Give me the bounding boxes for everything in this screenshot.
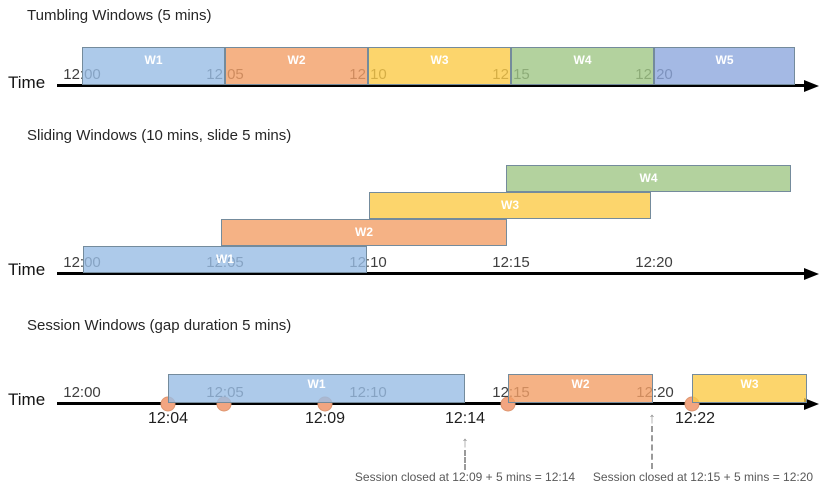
tumbling-window-label-W4: W4 — [573, 53, 592, 67]
tumbling-section-title: Tumbling Windows (5 mins) — [27, 7, 212, 24]
sliding-timeline-arrowhead-icon — [804, 268, 819, 280]
tumbling-window-W3 — [368, 47, 511, 85]
session-below-label-12:04: 12:04 — [147, 410, 189, 427]
session-below-label-12:22: 12:22 — [674, 410, 716, 427]
sliding-window-label-W4: W4 — [639, 171, 658, 185]
sliding-window-W2 — [221, 219, 507, 246]
session-tick-12:00: 12:00 — [63, 384, 101, 401]
session-timeline — [57, 402, 806, 405]
sliding-tick-12:20: 12:20 — [635, 254, 673, 271]
sliding-window-W4 — [506, 165, 791, 192]
session-section-title: Session Windows (gap duration 5 mins) — [27, 317, 292, 334]
session-window-W3 — [692, 374, 807, 403]
tumbling-window-label-W5: W5 — [715, 53, 734, 67]
tumbling-window-label-W2: W2 — [287, 53, 306, 67]
sliding-window-label-W3: W3 — [501, 198, 519, 212]
sliding-tick-12:15: 12:15 — [492, 254, 530, 271]
session-below-label-12:14: 12:14 — [444, 410, 486, 427]
session-annotation-arrowhead-icon-1: ↑ — [648, 410, 656, 427]
session-below-label-12:09: 12:09 — [304, 410, 346, 427]
tumbling-window-W5 — [654, 47, 795, 85]
tumbling-window-W2 — [225, 47, 368, 85]
session-annotation-text-0: Session closed at 12:09 + 5 mins = 12:14 — [354, 470, 576, 484]
sliding-timeline — [57, 272, 806, 275]
sliding-window-label-W2: W2 — [355, 225, 373, 239]
session-annotation-dashed-line-1 — [651, 426, 653, 469]
session-window-label-W2: W2 — [571, 377, 590, 391]
tumbling-time-axis-label: Time — [8, 73, 46, 92]
session-annotation-dashed-line-0 — [464, 450, 466, 470]
tumbling-window-label-W3: W3 — [430, 53, 449, 67]
session-window-W2 — [508, 374, 653, 403]
session-window-label-W3: W3 — [740, 377, 759, 391]
sliding-section-title: Sliding Windows (10 mins, slide 5 mins) — [27, 127, 292, 144]
tumbling-window-label-W1: W1 — [144, 53, 163, 67]
tumbling-timeline — [57, 84, 806, 87]
session-timeline-arrowhead-icon — [804, 398, 819, 410]
sliding-time-axis-label: Time — [8, 260, 46, 279]
session-annotation-text-1: Session closed at 12:15 + 5 mins = 12:20 — [592, 470, 814, 484]
tumbling-window-W1 — [82, 47, 225, 85]
sliding-window-label-W1: W1 — [216, 252, 234, 266]
session-window-label-W1: W1 — [307, 377, 326, 391]
session-window-W1 — [168, 374, 465, 403]
session-time-axis-label: Time — [8, 390, 46, 409]
sliding-window-W1 — [83, 246, 367, 273]
tumbling-timeline-arrowhead-icon — [804, 80, 819, 92]
session-annotation-arrowhead-icon-0: ↑ — [461, 434, 469, 451]
sliding-window-W3 — [369, 192, 651, 219]
tumbling-window-W4 — [511, 47, 654, 85]
